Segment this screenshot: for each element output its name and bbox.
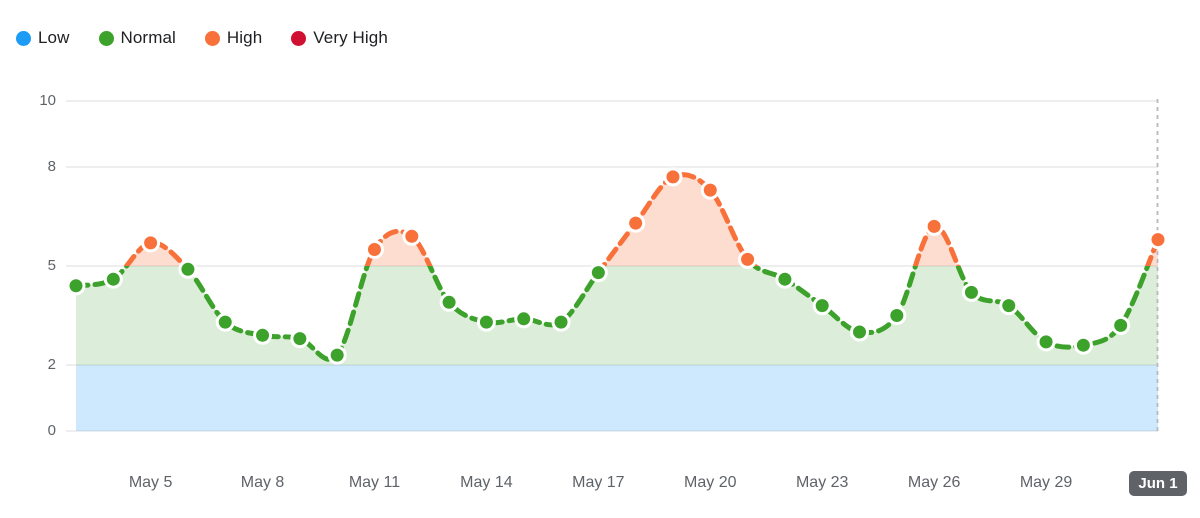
chart-data-point[interactable] <box>476 312 496 332</box>
chart-data-point[interactable] <box>663 167 683 187</box>
chart-data-point[interactable] <box>775 269 795 289</box>
x-tick-label-may-17[interactable]: May 17 <box>572 474 625 491</box>
normal-color-dot-icon <box>98 30 114 46</box>
chart-data-point[interactable] <box>1073 335 1093 355</box>
legend-label-normal: Normal <box>120 28 176 47</box>
chart-data-point[interactable] <box>215 312 235 332</box>
chart-data-point[interactable] <box>700 180 720 200</box>
zone-fill-low <box>76 365 1158 431</box>
legend-label-low: Low <box>38 28 70 47</box>
x-tick-label-may-14[interactable]: May 14 <box>460 474 513 491</box>
legend-item-low[interactable]: Low <box>16 28 70 48</box>
chart-data-point[interactable] <box>1036 332 1056 352</box>
chart-data-point[interactable] <box>626 213 646 233</box>
y-tick-label-8: 8 <box>47 158 56 175</box>
y-tick-label-0: 0 <box>47 422 56 439</box>
legend-item-high[interactable]: High <box>204 28 263 48</box>
line-high-path <box>123 172 1161 266</box>
very-high-color-dot-icon <box>291 30 307 46</box>
chart-data-point[interactable] <box>66 276 86 296</box>
x-tick-label-may-23[interactable]: May 23 <box>795 474 849 491</box>
chart-data-point[interactable] <box>924 216 944 236</box>
x-tick-label-jun-1[interactable]: Jun 1 <box>1110 471 1200 496</box>
x-tick-label-may-20[interactable]: May 20 <box>684 474 737 491</box>
selected-date-badge[interactable]: Jun 1 <box>1129 471 1187 496</box>
x-tick-label-may-26[interactable]: May 26 <box>907 474 961 491</box>
chart-data-point[interactable] <box>850 322 870 342</box>
chart-data-point[interactable] <box>402 226 422 246</box>
x-tick-label-may-11[interactable]: May 11 <box>348 474 401 491</box>
chart-data-point[interactable] <box>961 282 981 302</box>
legend-label-very-high: Very High <box>313 28 388 47</box>
legend-item-very-high[interactable]: Very High <box>291 28 388 48</box>
y-tick-label-5: 5 <box>47 257 56 274</box>
y-tick-label-10: 10 <box>39 92 56 109</box>
chart-data-point[interactable] <box>327 345 347 365</box>
chart-data-point[interactable] <box>290 329 310 349</box>
chart-legend: Low Normal High Very High <box>16 28 388 48</box>
chart-data-point[interactable] <box>738 249 758 269</box>
legend-item-normal[interactable]: Normal <box>98 28 176 48</box>
chart-data-point[interactable] <box>364 240 384 259</box>
x-tick-label-may-29[interactable]: May 29 <box>1019 474 1073 491</box>
chart-data-point[interactable] <box>103 269 123 289</box>
chart-data-point[interactable] <box>887 306 907 325</box>
chart-data-point[interactable] <box>999 296 1019 316</box>
chart-data-point[interactable] <box>812 296 832 316</box>
chart-data-point[interactable] <box>588 263 608 283</box>
y-tick-label-2: 2 <box>47 356 56 373</box>
chart-data-point[interactable] <box>514 309 534 329</box>
chart-data-point[interactable] <box>1111 315 1131 335</box>
x-tick-label-may-8[interactable]: May 8 <box>240 474 285 491</box>
low-color-dot-icon <box>16 30 31 46</box>
chart-data-point[interactable] <box>551 312 571 332</box>
x-tick-label-may-5[interactable]: May 5 <box>128 474 173 491</box>
legend-label-high: High <box>226 28 263 47</box>
chart-data-point[interactable] <box>141 233 161 253</box>
chart-data-point[interactable] <box>178 259 198 279</box>
chart-data-point[interactable] <box>253 325 273 345</box>
high-color-dot-icon <box>204 30 220 46</box>
chart-data-point[interactable] <box>1148 230 1168 250</box>
chart-data-point[interactable] <box>439 292 459 312</box>
